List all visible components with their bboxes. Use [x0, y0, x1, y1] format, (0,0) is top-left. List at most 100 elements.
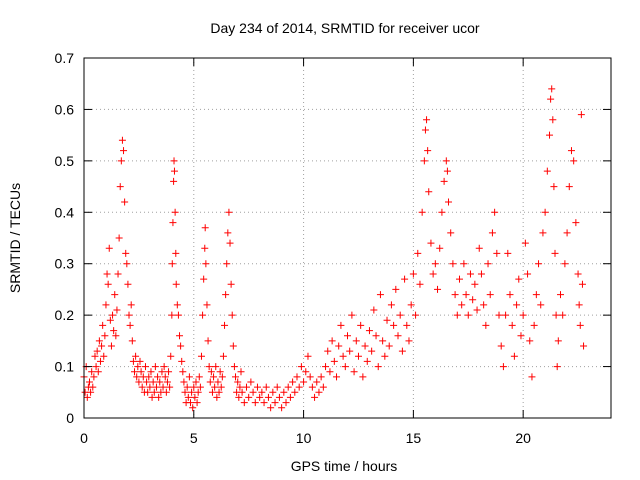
- data-point: [513, 301, 521, 309]
- data-point: [537, 301, 545, 309]
- data-point: [169, 219, 177, 227]
- data-point: [449, 260, 457, 268]
- data-point: [337, 321, 345, 329]
- data-point: [565, 183, 573, 191]
- data-point: [112, 332, 120, 340]
- data-point: [418, 208, 426, 216]
- data-point: [480, 301, 488, 309]
- data-point: [335, 342, 343, 350]
- data-point: [295, 383, 303, 391]
- data-point: [121, 198, 129, 206]
- data-point: [401, 275, 409, 283]
- data-point: [236, 383, 244, 391]
- data-point: [578, 280, 586, 288]
- data-point: [521, 239, 529, 247]
- data-point: [286, 393, 294, 401]
- data-point: [240, 399, 248, 407]
- data-point: [293, 373, 301, 381]
- data-point: [548, 85, 556, 93]
- data-point: [493, 249, 501, 257]
- data-point: [205, 363, 213, 371]
- data-point: [207, 368, 215, 376]
- data-point: [574, 270, 582, 278]
- data-point: [227, 280, 235, 288]
- data-point: [160, 363, 168, 371]
- data-point: [144, 388, 152, 396]
- data-point: [226, 239, 234, 247]
- data-point: [222, 291, 230, 299]
- data-point: [221, 321, 229, 329]
- data-point: [403, 321, 411, 329]
- data-point: [192, 378, 200, 386]
- data-point: [477, 270, 485, 278]
- data-point: [141, 363, 149, 371]
- data-point: [191, 393, 199, 401]
- data-point: [212, 363, 220, 371]
- data-point: [232, 373, 240, 381]
- data-point: [365, 327, 373, 335]
- data-point: [185, 373, 193, 381]
- data-point: [372, 332, 380, 340]
- data-point: [113, 306, 121, 314]
- data-point: [163, 378, 171, 386]
- data-point: [124, 280, 132, 288]
- data-point: [381, 352, 389, 360]
- data-point: [539, 229, 547, 237]
- data-point: [561, 260, 569, 268]
- data-point: [466, 270, 474, 278]
- data-point: [190, 383, 198, 391]
- data-point: [89, 383, 97, 391]
- data-point: [414, 249, 422, 257]
- data-point: [178, 357, 186, 365]
- data-point: [495, 311, 503, 319]
- data-point: [165, 368, 173, 376]
- data-point: [174, 311, 182, 319]
- y-axis-label: SRMTID / TECUs: [7, 183, 23, 293]
- data-point: [282, 399, 290, 407]
- data-point: [504, 249, 512, 257]
- data-point: [125, 311, 133, 319]
- data-point: [429, 270, 437, 278]
- axis-ticks: 0 0.1 0.2 0.3 0.4 0.5 0.6 0.7 0 5 10 15 20: [55, 50, 611, 446]
- data-point: [177, 342, 185, 350]
- data-point: [313, 378, 321, 386]
- data-point: [249, 388, 257, 396]
- data-point: [317, 373, 325, 381]
- data-point: [258, 388, 266, 396]
- data-point: [98, 342, 106, 350]
- data-point: [230, 363, 238, 371]
- data-point: [440, 177, 448, 185]
- data-point: [151, 363, 159, 371]
- data-point: [129, 357, 137, 365]
- data-point: [469, 296, 477, 304]
- data-point: [217, 383, 225, 391]
- data-point: [184, 393, 192, 401]
- data-point: [420, 157, 428, 165]
- x-tick-label: 10: [296, 430, 312, 446]
- x-tick-label: 0: [80, 430, 88, 446]
- data-point: [210, 373, 218, 381]
- data-point: [234, 378, 242, 386]
- data-point: [271, 399, 279, 407]
- y-tick-label: 0.7: [55, 50, 75, 66]
- y-tick-label: 0.3: [55, 256, 75, 272]
- data-point: [103, 270, 111, 278]
- data-point: [541, 208, 549, 216]
- data-point: [171, 208, 179, 216]
- data-point: [225, 208, 233, 216]
- data-point: [105, 244, 113, 252]
- data-point: [553, 363, 561, 371]
- data-point: [228, 311, 236, 319]
- data-point: [136, 357, 144, 365]
- data-point: [341, 363, 349, 371]
- chart-title: Day 234 of 2014, SRMTID for receiver uco…: [210, 20, 480, 36]
- data-point: [455, 275, 463, 283]
- data-point: [284, 383, 292, 391]
- data-point: [482, 321, 490, 329]
- data-point: [247, 378, 255, 386]
- data-point: [451, 291, 459, 299]
- grid-lines: [84, 58, 611, 418]
- data-point: [434, 285, 442, 293]
- data-point: [269, 388, 277, 396]
- data-point: [370, 306, 378, 314]
